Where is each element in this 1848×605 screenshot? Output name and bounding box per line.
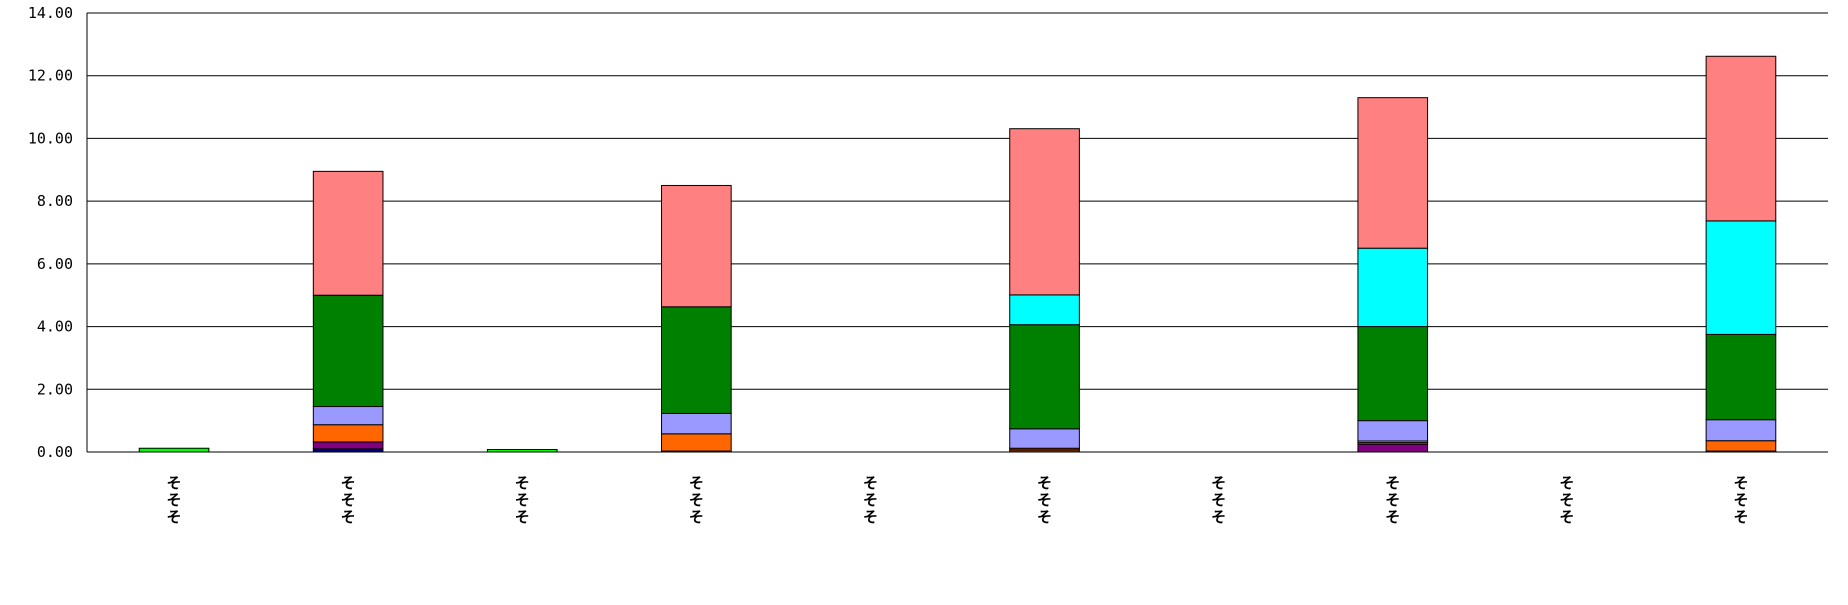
bars (138, 55, 1777, 453)
bar-segment (1009, 128, 1080, 296)
bar-segment (486, 448, 558, 453)
x-category-label: そそそ (167, 474, 182, 526)
bar-segment (1009, 428, 1080, 449)
y-tick-label: 14.00 (28, 4, 73, 22)
y-tick-label: 0.00 (37, 443, 73, 461)
bar-segment (312, 294, 384, 408)
bar-segment (1357, 247, 1429, 328)
y-tick-label: 2.00 (37, 380, 73, 398)
x-category-label: そそそ (1385, 474, 1400, 526)
y-axis: 0.00 2.00 4.00 6.00 8.00 10.00 12.00 14.00 (28, 4, 88, 461)
bar-segment (1705, 55, 1777, 222)
y-tick-label: 4.00 (37, 318, 73, 336)
x-category-label: そそそ (1211, 474, 1226, 526)
bar-segment (1357, 97, 1429, 249)
bar-segment (138, 447, 210, 453)
bar-segment (1009, 324, 1080, 430)
bar-segment (1009, 294, 1080, 326)
x-category-label: そそそ (689, 474, 704, 526)
bar-segment (312, 441, 384, 450)
bar-segment (312, 170, 384, 296)
y-tick-label: 10.00 (28, 129, 73, 147)
x-category-label: そそそ (1559, 474, 1574, 526)
bar-segment (1705, 419, 1777, 442)
bar-segment (661, 306, 732, 414)
bar-segment (1705, 440, 1777, 452)
bar-segment (661, 433, 732, 452)
y-tick-label: 12.00 (28, 67, 73, 85)
bar-segment (1705, 220, 1777, 335)
x-category-label: そそそ (863, 474, 878, 526)
bar-segment (661, 184, 732, 308)
x-category-label: そそそ (341, 474, 356, 526)
x-category-label: そそそ (515, 474, 530, 526)
bar-segment (312, 406, 384, 426)
y-tick-label: 6.00 (37, 255, 73, 273)
bar-segment (1357, 420, 1429, 442)
bar-segment (1705, 333, 1777, 421)
bar-segment (1357, 443, 1429, 453)
x-category-label: そそそ (1037, 474, 1052, 526)
y-tick-label: 8.00 (37, 192, 73, 210)
bar-segment (312, 424, 384, 443)
bar-segment (1357, 326, 1429, 422)
bar-segment (661, 412, 732, 435)
x-axis-labels: そそそ そそそ そそそ そそそ そそそ そそそ そそそ そそそ そそそ そそそ (167, 474, 1749, 526)
x-category-label: そそそ (1733, 474, 1748, 526)
